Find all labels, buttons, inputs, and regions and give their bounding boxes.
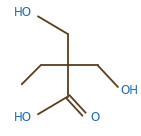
Text: HO: HO xyxy=(14,111,32,124)
Text: O: O xyxy=(90,111,99,124)
Text: OH: OH xyxy=(120,84,138,97)
Text: HO: HO xyxy=(14,6,32,19)
